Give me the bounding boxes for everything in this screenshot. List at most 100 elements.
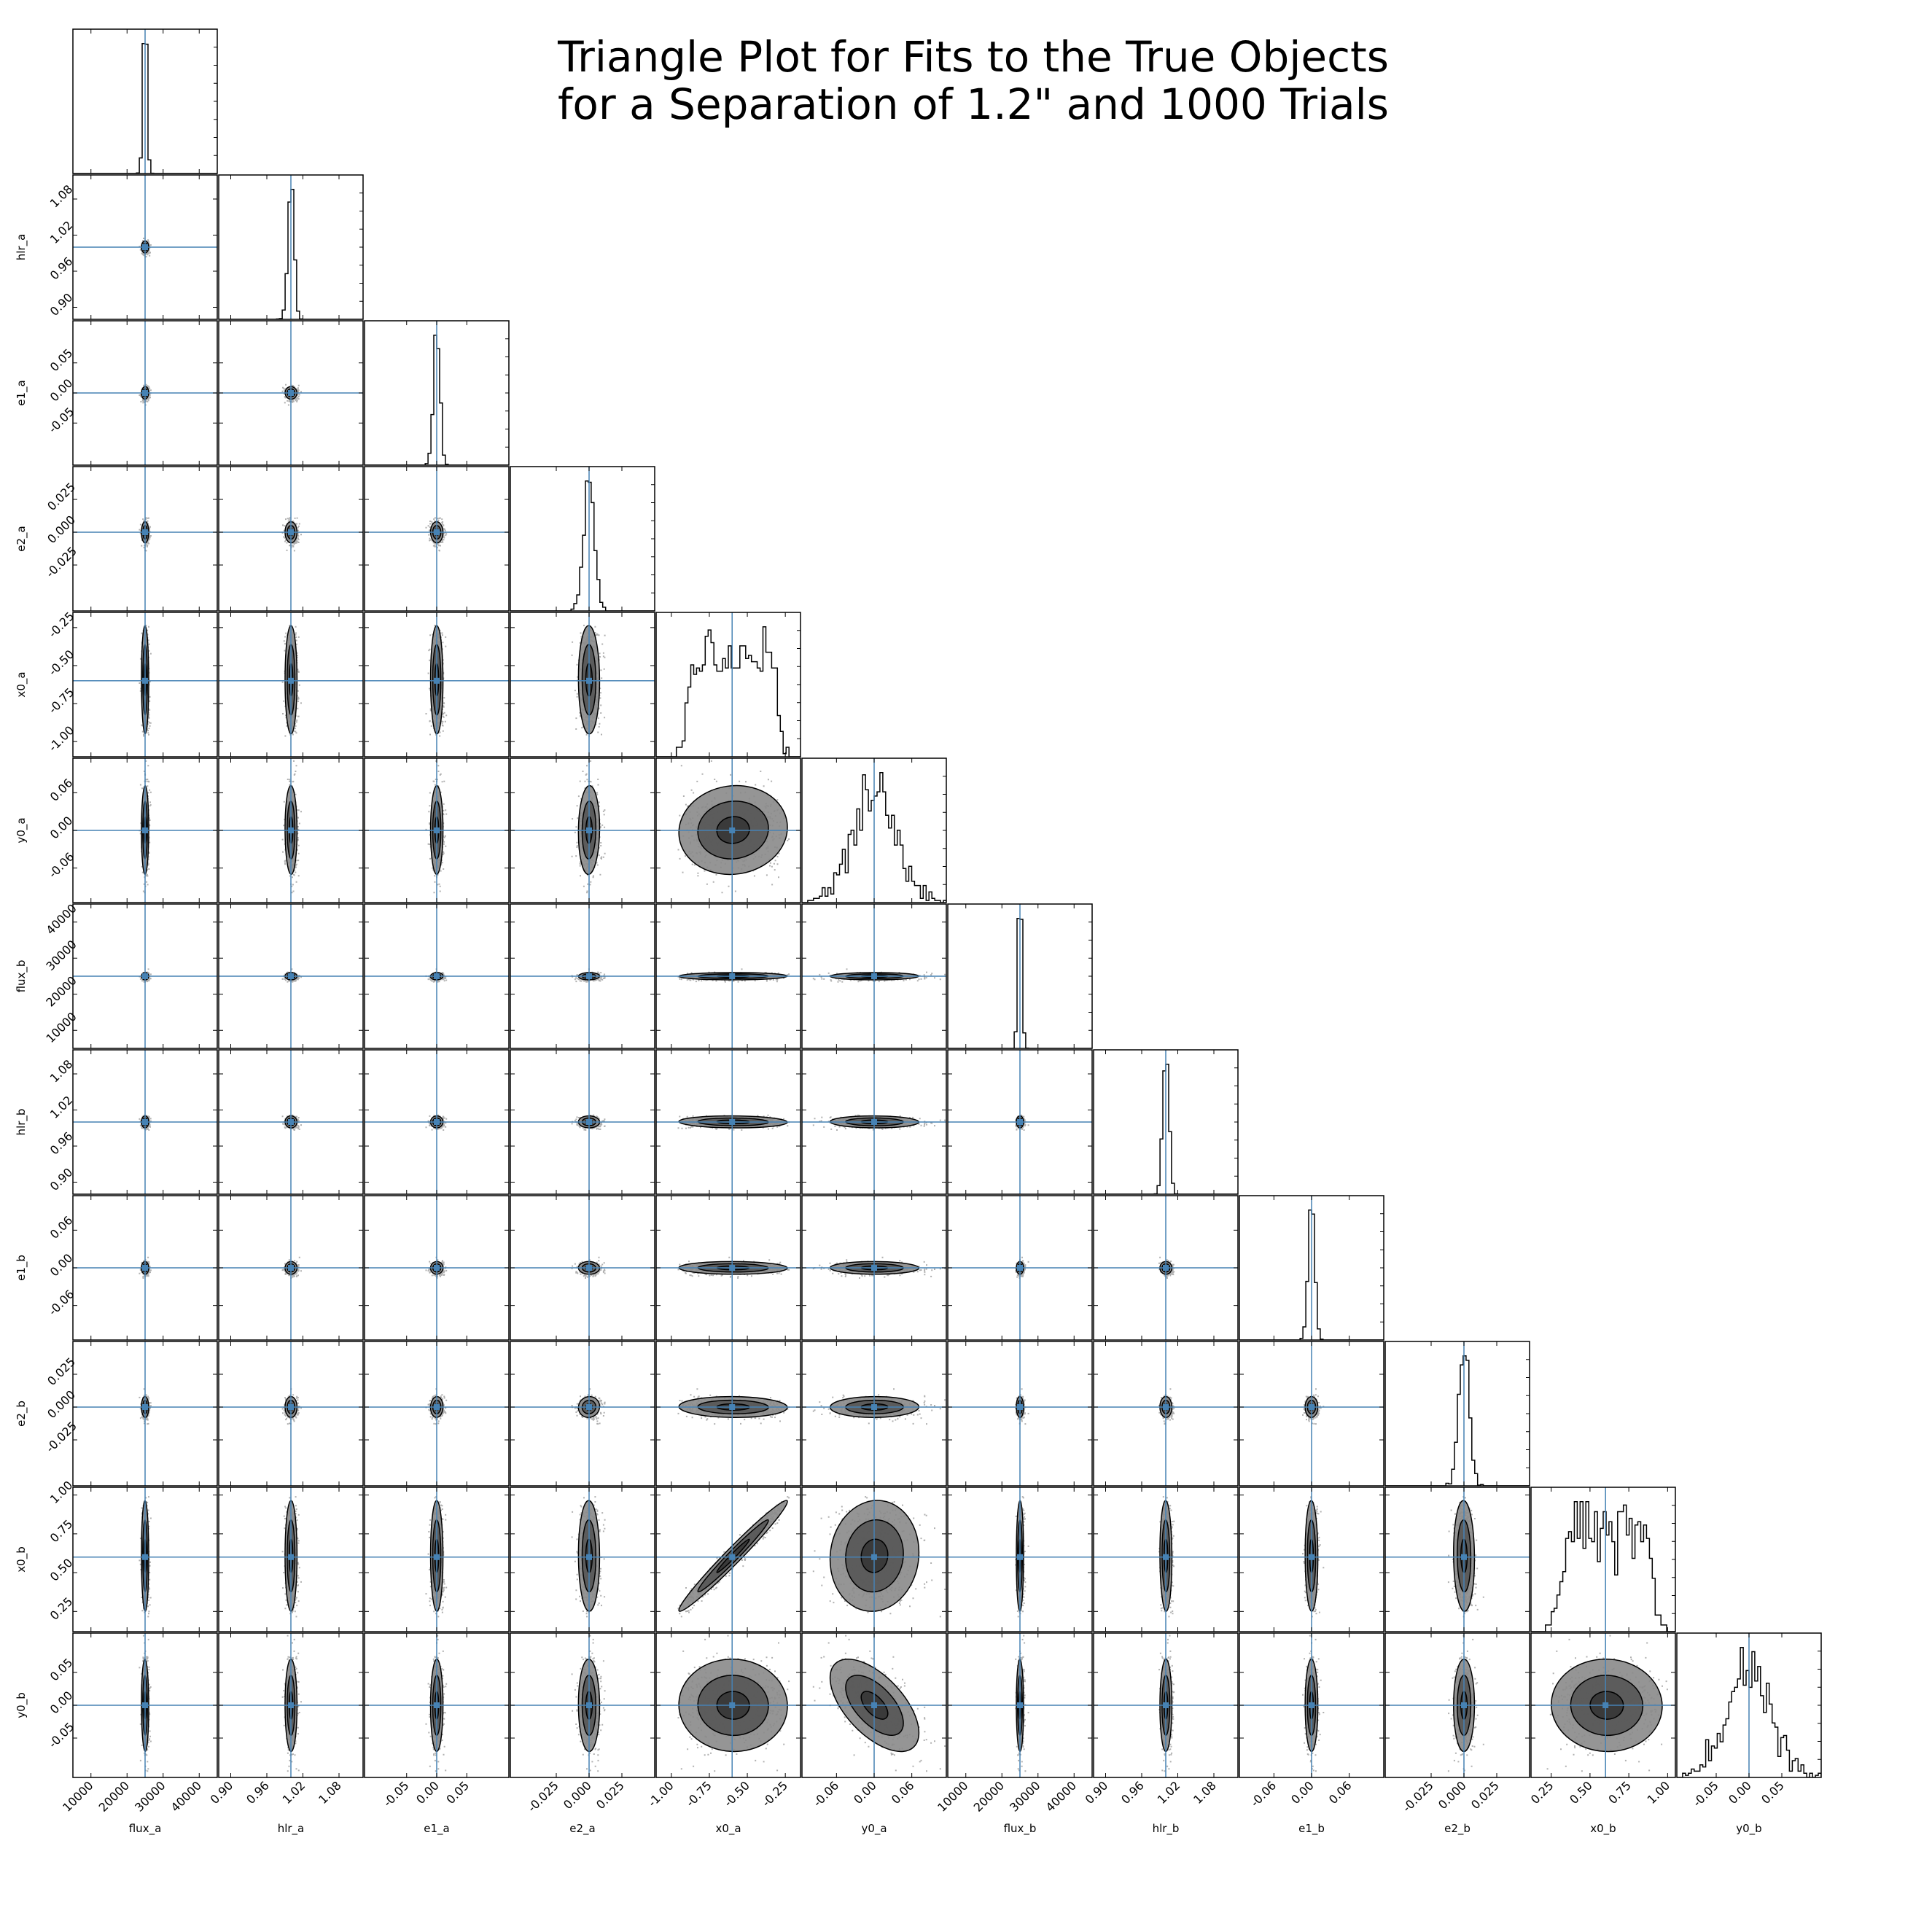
panel-x0_a-vs-e2_a bbox=[510, 612, 655, 757]
panel-x0_b-vs-hlr_b bbox=[1093, 1487, 1239, 1632]
truth-marker-e2_b-vs-flux_b bbox=[1017, 1404, 1023, 1410]
x-tick-label-x0_a-0: -1.00 bbox=[645, 1778, 677, 1810]
panel-y0_b-vs-e2_b: -0.025 0.000 0.025 e2_b bbox=[1384, 1632, 1530, 1836]
y-tick-label-hlr_a-0: 0.90 bbox=[47, 290, 76, 319]
x-tick-label-x0_a-3: -0.25 bbox=[759, 1778, 790, 1810]
panel-frame-9-7 bbox=[1093, 1341, 1239, 1487]
panel-e2_a-vs-hlr_a bbox=[218, 466, 364, 612]
panel-x0_b-vs-y0_a bbox=[801, 1487, 947, 1632]
panel-frame-4-4 bbox=[655, 612, 801, 757]
panel-frame-6-0 bbox=[72, 903, 218, 1049]
x-tick-label-x0_a-1: -0.75 bbox=[683, 1778, 714, 1810]
panel-frame-7-6 bbox=[947, 1049, 1093, 1195]
y-tick-label-x0_a-0: -1.00 bbox=[46, 723, 77, 755]
panel-frame-9-0 bbox=[72, 1341, 218, 1487]
truth-marker-e1_b-vs-flux_a bbox=[142, 1265, 148, 1271]
x-tick-label-y0_b-1: 0.00 bbox=[1726, 1778, 1754, 1807]
panel-y0_a-vs-x0_a bbox=[655, 757, 801, 903]
truth-marker-hlr_b-vs-x0_a bbox=[729, 1119, 736, 1125]
truth-marker-y0_a-vs-e2_a bbox=[586, 827, 592, 833]
truth-marker-x0_b-vs-e2_a bbox=[586, 1554, 592, 1560]
y-axis-label-x0_b: x0_b bbox=[15, 1546, 28, 1572]
panel-x0_a-vs-x0_a bbox=[655, 612, 801, 757]
panel-y0_b-vs-flux_b: 10000 20000 30000 40000 flux_b bbox=[935, 1632, 1093, 1836]
x-tick-label-e2_b-0: -0.025 bbox=[1400, 1778, 1436, 1815]
panel-flux_b-vs-flux_b bbox=[947, 903, 1093, 1049]
truth-marker-y0_b-vs-e2_a bbox=[586, 1702, 592, 1708]
y-tick-label-x0_a-2: -0.50 bbox=[46, 647, 77, 679]
y-tick-label-flux_b-1: 20000 bbox=[43, 973, 79, 1009]
x-axis-label-flux_b: flux_b bbox=[1004, 1822, 1037, 1836]
panel-hlr_b-vs-e1_a bbox=[364, 1049, 510, 1195]
panel-y0_b-vs-e1_a: -0.05 0.00 0.05 e1_a bbox=[364, 1632, 510, 1836]
x-axis-label-e1_a: e1_a bbox=[424, 1822, 449, 1836]
truth-marker-y0_a-vs-e1_a bbox=[434, 827, 440, 833]
truth-marker-hlr_b-vs-hlr_a bbox=[288, 1119, 294, 1125]
panel-x0_b-vs-e1_b bbox=[1239, 1487, 1384, 1632]
panel-e2_a-vs-e2_a bbox=[510, 466, 655, 612]
x-tick-label-x0_b-2: 0.75 bbox=[1605, 1778, 1634, 1807]
panel-x0_a-vs-hlr_a bbox=[218, 612, 364, 757]
y-tick-label-x0_b-0: 0.25 bbox=[47, 1594, 76, 1623]
y-tick-label-e1_a-2: 0.05 bbox=[47, 346, 76, 375]
panel-frame-7-4 bbox=[655, 1049, 801, 1195]
x-tick-label-e2_a-1: 0.000 bbox=[561, 1778, 594, 1812]
panel-e2_b-vs-e1_b bbox=[1239, 1341, 1384, 1487]
truth-marker-e2_b-vs-e2_a bbox=[586, 1404, 592, 1410]
panel-hlr_b-vs-hlr_a bbox=[218, 1049, 364, 1195]
panel-x0_b-vs-hlr_a bbox=[218, 1487, 364, 1632]
x-tick-label-flux_b-3: 40000 bbox=[1043, 1778, 1079, 1814]
y-tick-label-e1_a-0: -0.05 bbox=[46, 405, 77, 436]
panel-e1_a-vs-flux_a: -0.050.000.05 e1_a bbox=[15, 320, 218, 466]
truth-marker-hlr_b-vs-y0_a bbox=[871, 1119, 877, 1125]
x-tick-label-y0_a-2: 0.06 bbox=[889, 1778, 917, 1807]
x-axis-label-flux_a: flux_a bbox=[129, 1822, 162, 1836]
panel-e2_b-vs-hlr_a bbox=[218, 1341, 364, 1487]
panel-frame-9-3 bbox=[510, 1341, 655, 1487]
truth-marker-e1_b-vs-y0_a bbox=[871, 1265, 877, 1271]
panel-x0_b-vs-e2_a bbox=[510, 1487, 655, 1632]
y-axis-label-hlr_b: hlr_b bbox=[15, 1109, 28, 1136]
panel-e1_b-vs-e1_b bbox=[1239, 1195, 1384, 1341]
panel-e1_b-vs-e2_a bbox=[510, 1195, 655, 1341]
truth-marker-x0_a-vs-e2_a bbox=[586, 677, 592, 684]
x-tick-label-e2_a-2: 0.025 bbox=[593, 1778, 627, 1812]
y-tick-label-e1_b-1: 0.00 bbox=[47, 1251, 76, 1279]
y-tick-label-y0_a-0: -0.06 bbox=[46, 849, 77, 881]
panel-e1_a-vs-hlr_a bbox=[218, 320, 364, 466]
panel-frame-10-3 bbox=[510, 1487, 655, 1632]
panel-hlr_a-vs-hlr_a bbox=[218, 174, 364, 320]
truth-marker-flux_b-vs-e2_a bbox=[586, 973, 592, 979]
truth-marker-y0_a-vs-x0_a bbox=[729, 827, 736, 833]
panel-frame-3-0 bbox=[72, 466, 218, 612]
truth-marker-x0_b-vs-flux_b bbox=[1017, 1554, 1023, 1560]
panel-frame-4-1 bbox=[218, 612, 364, 757]
truth-marker-e1_b-vs-hlr_a bbox=[288, 1265, 294, 1271]
x-tick-label-x0_b-1: 0.50 bbox=[1567, 1778, 1595, 1807]
panel-flux_b-vs-y0_a bbox=[801, 903, 947, 1049]
x-tick-label-e1_b-1: 0.00 bbox=[1288, 1778, 1317, 1807]
truth-marker-y0_b-vs-x0_b bbox=[1602, 1702, 1609, 1708]
truth-marker-hlr_b-vs-flux_b bbox=[1017, 1119, 1023, 1125]
x-tick-label-e2_a-0: -0.025 bbox=[525, 1778, 561, 1815]
panel-x0_b-vs-x0_b bbox=[1530, 1487, 1676, 1632]
y-tick-label-y0_b-2: 0.05 bbox=[47, 1656, 76, 1684]
panel-frame-9-4 bbox=[655, 1341, 801, 1487]
truth-marker-e1_b-vs-x0_a bbox=[729, 1265, 736, 1271]
x-tick-label-hlr_a-0: 0.90 bbox=[208, 1778, 236, 1807]
panel-frame-10-10 bbox=[1530, 1487, 1676, 1632]
panel-e2_b-vs-e2_a bbox=[510, 1341, 655, 1487]
panel-y0_b-vs-y0_a: -0.06 0.00 0.06 y0_a bbox=[801, 1632, 947, 1836]
x-tick-label-y0_a-0: -0.06 bbox=[810, 1778, 841, 1810]
truth-marker-y0_a-vs-hlr_a bbox=[288, 827, 294, 833]
x-tick-label-flux_b-1: 20000 bbox=[971, 1778, 1007, 1814]
y-tick-label-x0_a-1: -0.75 bbox=[46, 685, 77, 717]
panel-x0_b-vs-e1_a bbox=[364, 1487, 510, 1632]
panel-y0_b-vs-e1_b: -0.06 0.00 0.06 e1_b bbox=[1239, 1632, 1384, 1836]
y-tick-label-hlr_a-3: 1.08 bbox=[47, 182, 76, 211]
truth-marker-hlr_a-vs-flux_a bbox=[142, 244, 148, 250]
panel-frame-9-1 bbox=[218, 1341, 364, 1487]
truth-marker-e2_b-vs-hlr_a bbox=[288, 1404, 294, 1410]
y-axis-label-y0_b: y0_b bbox=[15, 1692, 28, 1718]
